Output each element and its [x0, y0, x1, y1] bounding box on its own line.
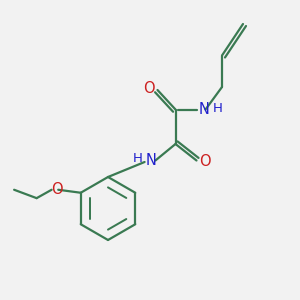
Text: N: N	[146, 153, 157, 168]
Text: O: O	[199, 154, 211, 169]
Text: O: O	[143, 81, 155, 96]
Text: O: O	[51, 182, 62, 197]
Text: N: N	[199, 102, 209, 117]
Text: H: H	[213, 101, 223, 115]
Text: H: H	[133, 152, 142, 166]
